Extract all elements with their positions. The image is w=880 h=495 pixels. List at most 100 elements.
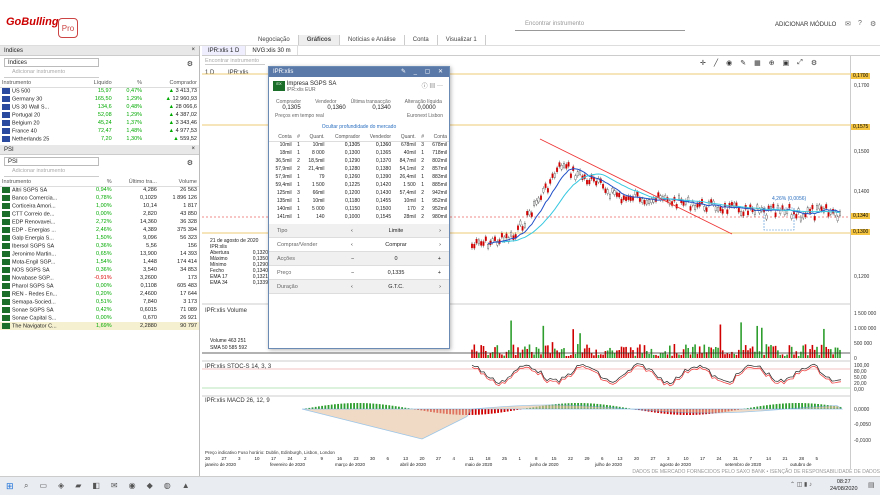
depth-row[interactable]: 57,9mil 1 79 0,1260 0,1390 26,4mil 1 883mil bbox=[269, 173, 449, 181]
info-icon[interactable]: ⓘ ▤ ⋯ bbox=[421, 84, 443, 90]
col-header[interactable]: Instrumento bbox=[0, 178, 84, 187]
chevron-right-icon[interactable]: › bbox=[439, 227, 441, 234]
col-header[interactable]: Comprador bbox=[144, 79, 199, 88]
line-tool-icon[interactable]: ╱ bbox=[713, 60, 719, 67]
table-row[interactable]: Pharol SGPS SA 0,00% 0,1108 605 483 bbox=[0, 282, 199, 290]
fullscreen-icon[interactable]: ⤢ bbox=[797, 59, 803, 66]
tab-chart-ipr[interactable]: IPR:xlis 1 D bbox=[202, 46, 247, 55]
store-icon[interactable]: ◧ bbox=[92, 481, 100, 490]
app-icon[interactable]: ◆ bbox=[146, 481, 153, 490]
browser-icon[interactable]: ◈ bbox=[58, 481, 65, 490]
data-provider-note[interactable]: DADOS DE MERCADO FORNECIDOS PELO SAXO BA… bbox=[632, 469, 880, 475]
psi-select[interactable]: PSI bbox=[4, 157, 99, 166]
notifications-icon[interactable]: ▤ bbox=[868, 482, 875, 489]
indices-search-input[interactable]: Adicionar instrumento bbox=[4, 69, 99, 78]
order-ticket[interactable]: IPR:xlis ✎ _ ▢ ✕ EX Impresa SGPS SA IPR:… bbox=[268, 66, 450, 349]
order-field-1[interactable]: Comprar/Vender ‹ Comprar › bbox=[269, 238, 449, 252]
menu-view[interactable]: Visualizar 1 bbox=[438, 35, 486, 45]
table-row[interactable]: Ibersol SGPS SA 0,36% 5,56 156 bbox=[0, 242, 199, 250]
close-icon[interactable]: × bbox=[191, 146, 195, 152]
grid-icon[interactable]: ▦ bbox=[754, 60, 761, 67]
depth-row[interactable]: 59,4mil 1 1 500 0,1225 0,1420 1 500 1 885mil bbox=[269, 181, 449, 189]
depth-row[interactable]: 36,5mil 2 18,5mil 0,1290 0,1370 84,7mil 2 802mi… bbox=[269, 157, 449, 165]
chrome-icon[interactable]: ◉ bbox=[128, 481, 136, 490]
app-icon[interactable]: ◍ bbox=[163, 481, 171, 490]
order-ticket-title-bar[interactable]: IPR:xlis ✎ _ ▢ ✕ bbox=[269, 67, 449, 77]
col-header[interactable]: Último tra... bbox=[113, 178, 159, 187]
plus-icon[interactable]: + bbox=[437, 269, 441, 276]
chevron-left-icon[interactable]: ‹ bbox=[351, 283, 353, 290]
col-header[interactable]: % bbox=[83, 178, 114, 187]
table-row[interactable]: Altri SGPS SA 0,94% 4,286 26 563 bbox=[0, 186, 199, 194]
window-controls-icon[interactable]: ✎ _ ▢ ✕ bbox=[400, 69, 446, 75]
layout-icon[interactable]: ▣ bbox=[782, 60, 790, 67]
table-row[interactable]: Corticeira Amori... 1,00% 10,14 1 817 bbox=[0, 202, 199, 210]
table-row[interactable]: CTT Correio de... 0,00% 2,820 43 850 bbox=[0, 210, 199, 218]
windows-start-icon[interactable]: ⊞ bbox=[6, 481, 14, 491]
zoom-icon[interactable]: ⊕ bbox=[768, 60, 775, 67]
chart-search-input[interactable]: Encontrar instrumento bbox=[205, 58, 265, 65]
table-row[interactable]: Netherlands 25 7,20 1,30% ▲ 559,52 bbox=[0, 135, 199, 143]
col-header[interactable]: % bbox=[113, 79, 145, 88]
depth-row[interactable]: 10mil 1 10mil 0,1305 0,1360 678mil 3 678mil bbox=[269, 141, 449, 149]
menu-trading[interactable]: Negociação bbox=[250, 35, 299, 45]
depth-row[interactable]: 141mil 1 140 0,1000 0,1545 28mil 2 980mil bbox=[269, 213, 449, 221]
gear-icon[interactable]: ⚙ bbox=[186, 61, 193, 68]
table-row[interactable]: Semapa-Socied... 0,51% 7,840 3 173 bbox=[0, 298, 199, 306]
settings-icon[interactable]: ⚙ bbox=[870, 21, 877, 28]
crosshair-icon[interactable]: ✛ bbox=[700, 60, 706, 67]
table-row[interactable]: Sonae SGPS SA 0,42% 0,6015 71 089 bbox=[0, 306, 199, 314]
help-icon[interactable]: ? bbox=[858, 20, 862, 27]
folder-icon[interactable]: ▰ bbox=[75, 481, 82, 490]
gear-icon[interactable]: ⚙ bbox=[810, 60, 818, 67]
table-row[interactable]: France 40 72,47 1,48% ▲ 4 977,53 bbox=[0, 127, 199, 135]
table-row[interactable]: Novabase SGP... -0,91% 3,2600 173 bbox=[0, 274, 199, 282]
depth-row[interactable]: 57,9mil 2 21,4mil 0,1280 0,1380 54,1mil 2 857mi… bbox=[269, 165, 449, 173]
depth-row[interactable]: 140mil 1 5 000 0,1150 0,1500 170 2 952mil bbox=[269, 205, 449, 213]
order-field-3[interactable]: Preço −0,1335 + bbox=[269, 266, 449, 280]
chevron-left-icon[interactable]: ‹ bbox=[351, 227, 353, 234]
table-row[interactable]: The Navigator C... 1,69% 2,2880 90 797 bbox=[0, 322, 199, 330]
minus-icon[interactable]: − bbox=[351, 255, 355, 262]
toggle-depth-link[interactable]: Ocultar profundidade do mercado bbox=[321, 124, 397, 130]
table-row[interactable]: Portugal 20 52,08 1,29% ▲ 4 387,02 bbox=[0, 111, 199, 119]
draw-icon[interactable]: ✎ bbox=[740, 60, 747, 67]
menu-charts[interactable]: Gráficos bbox=[298, 35, 341, 45]
table-row[interactable]: Germany 30 165,50 1,29% ▲ 12 960,93 bbox=[0, 95, 199, 103]
add-module-button[interactable]: ADICIONAR MÓDULO bbox=[775, 22, 837, 28]
depth-row[interactable]: 125mil 3 66mil 0,1200 0,1430 57,4mil 2 942mil bbox=[269, 189, 449, 197]
mail-icon[interactable]: ✉ bbox=[845, 21, 851, 28]
mail-icon[interactable]: ✉ bbox=[110, 481, 118, 490]
col-header[interactable]: Instrumento bbox=[0, 79, 80, 88]
psi-search-input[interactable]: Adicionar instrumento bbox=[4, 168, 99, 177]
gear-icon[interactable]: ⚙ bbox=[186, 160, 193, 167]
depth-row[interactable]: 18mil 1 8 000 0,1300 0,1365 40mil 1 718mil bbox=[269, 149, 449, 157]
col-header[interactable]: Líquido bbox=[79, 79, 114, 88]
col-header[interactable]: Volume bbox=[158, 178, 199, 187]
depth-row[interactable]: 135mil 1 10mil 0,1180 0,1455 10mil 1 952mil bbox=[269, 197, 449, 205]
order-field-0[interactable]: Tipo ‹ Limite › bbox=[269, 224, 449, 238]
menu-news[interactable]: Notícias e Análise bbox=[340, 35, 405, 45]
minus-icon[interactable]: − bbox=[351, 269, 355, 276]
table-row[interactable]: Galp Energia S... 1,50% 9,096 56 323 bbox=[0, 234, 199, 242]
indices-select[interactable]: Indices bbox=[4, 58, 99, 67]
table-row[interactable]: Belgium 20 45,24 1,37% ▲ 3 343,46 bbox=[0, 119, 199, 127]
chevron-right-icon[interactable]: › bbox=[439, 241, 441, 248]
table-row[interactable]: Jeronimo Martin... 0,65% 13,900 14 393 bbox=[0, 250, 199, 258]
clock[interactable]: 08:27 24/08/2020 bbox=[830, 479, 858, 493]
tab-chart-nvg[interactable]: NVG:xlis 30 m bbox=[246, 46, 298, 55]
order-field-4[interactable]: Duração ‹ G.T.C. › bbox=[269, 280, 449, 294]
table-row[interactable]: EDP Renovavei... 2,72% 14,360 36 328 bbox=[0, 218, 199, 226]
table-row[interactable]: REN - Redes En... 0,20% 2,4600 17 644 bbox=[0, 290, 199, 298]
menu-account[interactable]: Conta bbox=[405, 35, 438, 45]
close-icon[interactable]: × bbox=[191, 47, 195, 53]
table-row[interactable]: Sonae Capital S... 0,00% 0,670 26 921 bbox=[0, 314, 199, 322]
table-row[interactable]: EDP - Energias ... 2,46% 4,389 375 394 bbox=[0, 226, 199, 234]
global-search-input[interactable]: Encontrar instrumento bbox=[515, 21, 685, 31]
chevron-right-icon[interactable]: › bbox=[439, 283, 441, 290]
app-icon[interactable]: ▲ bbox=[181, 481, 190, 490]
tray-icons[interactable]: ⌃ ◫ ▮ ♪ bbox=[790, 482, 812, 488]
table-row[interactable]: Mota-Engil SGP... 1,54% 1,448 174 414 bbox=[0, 258, 199, 266]
table-row[interactable]: US 500 15,97 0,47% ▲ 3 413,73 bbox=[0, 87, 199, 95]
table-row[interactable]: US 30 Wall S... 134,6 0,48% ▲ 28 066,6 bbox=[0, 103, 199, 111]
